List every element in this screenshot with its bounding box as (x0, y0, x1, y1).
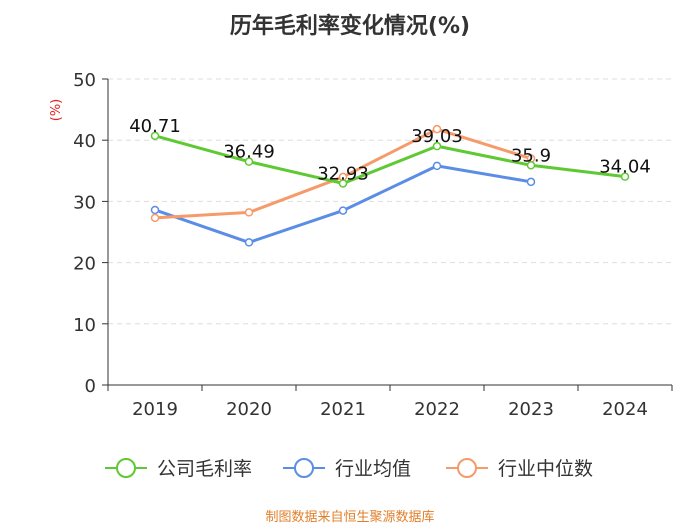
legend-swatch-marker (294, 458, 314, 478)
data-point (244, 208, 254, 217)
y-tick-label: 0 (85, 376, 96, 397)
data-point (338, 179, 348, 188)
data-label: 39.03 (411, 126, 463, 147)
data-point (150, 213, 160, 223)
legend-label: 行业均值 (335, 458, 411, 480)
data-point (150, 205, 160, 215)
data-point (244, 157, 254, 166)
grid-lines (108, 78, 672, 325)
source-note: 制图数据来自恒生聚源数据库 (265, 510, 435, 525)
data-point (432, 124, 442, 134)
data-point (338, 206, 348, 215)
y-tick-label: 20 (73, 254, 96, 275)
x-tick-label: 2019 (132, 399, 178, 420)
data-label: 40.71 (129, 116, 181, 137)
series-lines (150, 124, 630, 247)
y-tick-label: 30 (73, 192, 96, 213)
data-point (150, 131, 160, 141)
x-tick-label: 2024 (602, 399, 648, 420)
data-label: 35.9 (511, 145, 551, 166)
data-point (526, 161, 536, 170)
x-tick-label: 2020 (226, 399, 272, 420)
y-tick-label: 10 (73, 315, 96, 336)
data-point (620, 172, 630, 181)
x-tick-label: 2023 (508, 399, 554, 420)
legend: 公司毛利率 行业均值 行业中位数 (105, 458, 593, 480)
legend-swatch-marker (457, 458, 477, 478)
data-point (526, 177, 536, 187)
data-labels: 40.71 36.49 32.93 39.03 35.9 34.04 (129, 116, 651, 185)
y-tick-label: 50 (73, 70, 96, 91)
legend-label: 行业中位数 (498, 458, 593, 480)
y-tick-label: 40 (73, 131, 96, 152)
y-axis-label: (%) (49, 99, 64, 122)
x-tick-label: 2022 (414, 399, 460, 420)
data-point (244, 238, 254, 247)
data-point (432, 141, 442, 151)
data-label: 34.04 (599, 157, 651, 178)
chart-title: 历年毛利率变化情况(%) (229, 14, 471, 39)
series-line-0 (154, 134, 626, 185)
data-label: 32.93 (317, 163, 369, 184)
x-tick-label: 2021 (320, 399, 366, 420)
data-label: 36.49 (223, 142, 275, 163)
data-point (432, 161, 442, 171)
legend-label: 公司毛利率 (157, 458, 252, 480)
legend-swatch-marker (116, 458, 136, 478)
axes: 0 10 20 30 40 50 2019 2020 2021 2022 2023 2024 (%) (49, 70, 673, 420)
